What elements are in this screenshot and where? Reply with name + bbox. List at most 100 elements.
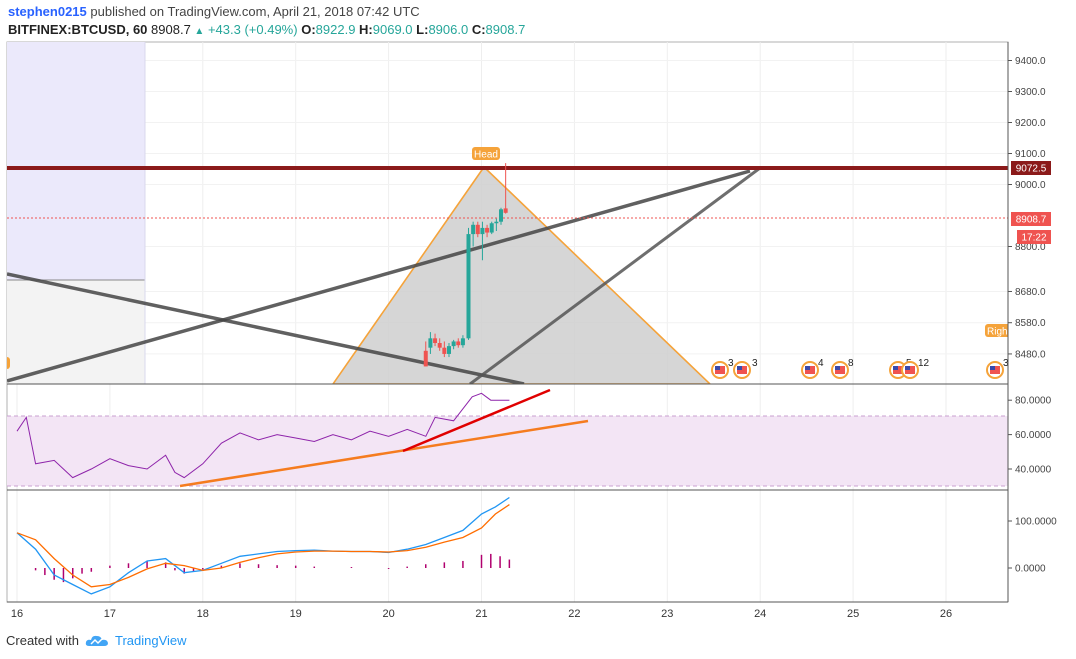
y-tick-label: 8480.0 <box>1015 349 1046 360</box>
close-value: 8908.7 <box>485 22 526 37</box>
x-tick-label: 20 <box>382 608 394 620</box>
rsi-support-trendline[interactable] <box>179 419 589 488</box>
candle-body <box>433 338 438 344</box>
candle-body <box>489 223 494 233</box>
event-flag-canton <box>805 366 810 370</box>
candle-body <box>471 224 476 235</box>
tradingview-cloud-icon <box>85 635 108 646</box>
candle-body <box>442 347 447 354</box>
low-value: 8906.0 <box>428 22 469 37</box>
created-with-text: Created with <box>6 633 79 648</box>
right-label: Righ <box>987 327 1008 338</box>
candle-body <box>451 341 456 347</box>
event-count: 3 <box>728 358 734 369</box>
macd-tick-label: 100.0000 <box>1015 517 1057 528</box>
x-axis-labels: 16 17 18 19 20 21 22 23 24 25 26 <box>11 608 952 620</box>
candle-body <box>446 346 451 354</box>
x-tick-label: 21 <box>475 608 487 620</box>
y-tick-label: 9400.0 <box>1015 56 1046 67</box>
range-zone <box>7 280 145 384</box>
open-value: 8922.9 <box>315 22 356 37</box>
candle-body <box>437 343 442 348</box>
macd-tick-label: 0.0000 <box>1015 564 1046 575</box>
steep-trendline[interactable] <box>469 166 761 384</box>
candle-body <box>499 209 504 222</box>
right-label-box[interactable] <box>985 324 1015 337</box>
rsi-pane[interactable] <box>7 388 1008 488</box>
ascending-trendline[interactable] <box>7 169 751 383</box>
candles <box>423 163 508 367</box>
high-label: H: <box>359 22 373 37</box>
price-pane[interactable]: Head Righ 334851234 <box>0 42 1015 384</box>
high-value: 9069.0 <box>372 22 413 37</box>
y-axis-labels: 9400.0 9300.0 9200.0 9100.0 9000.0 8800.0 8680… <box>1008 56 1057 575</box>
rsi-band <box>7 416 1008 486</box>
signal-line <box>16 504 510 588</box>
y-tick-label: 9200.0 <box>1015 118 1046 129</box>
event-flag-canton <box>737 366 742 370</box>
candle-body <box>456 341 461 346</box>
candle-body <box>494 221 499 224</box>
x-tick-label: 26 <box>940 608 952 620</box>
x-tick-label: 22 <box>568 608 580 620</box>
publish-text: published on TradingView.com, April 21, … <box>86 4 420 19</box>
resistance-badge-text: 9072.5 <box>1016 164 1047 175</box>
event-flag-canton <box>835 366 840 370</box>
candle-body <box>503 208 508 213</box>
y-tick-label: 8580.0 <box>1015 318 1046 329</box>
head-pattern[interactable] <box>332 165 712 384</box>
event-count: 8 <box>848 358 854 369</box>
rsi-line <box>16 392 510 479</box>
y-tick-label: 9000.0 <box>1015 180 1046 191</box>
x-tick-label: 17 <box>104 608 116 620</box>
price-change: +43.3 (+0.49%) <box>207 22 298 37</box>
last-price-badge <box>1011 212 1051 226</box>
event-flag-canton <box>905 366 910 370</box>
y-tick-label: 9300.0 <box>1015 87 1046 98</box>
resistance-badge <box>1011 161 1051 175</box>
highlight-zone <box>7 42 145 280</box>
macd-pane[interactable] <box>16 496 511 595</box>
countdown-badge-text: 17:22 <box>1021 233 1046 244</box>
countdown-badge <box>1017 230 1051 244</box>
event-count: 34 <box>1003 358 1015 369</box>
symbol-label: BITFINEX:BTCUSD, 60 <box>8 22 148 37</box>
event-count: 4 <box>818 358 824 369</box>
x-tick-label: 19 <box>290 608 302 620</box>
left-label-box <box>7 357 10 369</box>
ohlc-line: BITFINEX:BTCUSD, 60 8908.7 ▲ +43.3 (+0.4… <box>8 22 525 37</box>
candle-body <box>485 227 490 233</box>
last-price-badge-text: 8908.7 <box>1016 215 1047 226</box>
candle-body <box>466 234 471 339</box>
footer: Created with TradingView <box>6 633 187 648</box>
event-flag-canton <box>893 366 898 370</box>
x-tick-label: 25 <box>847 608 859 620</box>
event-markers[interactable]: 334851234 <box>711 358 1015 379</box>
y-tick-label: 8800.0 <box>1015 242 1046 253</box>
rsi-tick-label: 80.0000 <box>1015 396 1052 407</box>
head-label-box[interactable] <box>472 147 500 160</box>
candle-body <box>428 338 433 348</box>
tradingview-link[interactable]: TradingView <box>114 633 187 648</box>
rsi-tick-label: 40.0000 <box>1015 465 1052 476</box>
candle-body <box>480 227 485 235</box>
y-tick-label: 8680.0 <box>1015 287 1046 298</box>
macd-line <box>16 496 510 595</box>
author-link[interactable]: stephen0215 <box>8 4 87 19</box>
low-label: L: <box>416 22 429 37</box>
last-price: 8908.7 <box>151 22 191 37</box>
event-count: 12 <box>918 358 930 369</box>
candle-body <box>475 224 480 235</box>
candle-body <box>460 338 465 346</box>
rsi-tick-label: 60.0000 <box>1015 430 1052 441</box>
rsi-divergence-trendline[interactable] <box>402 388 551 453</box>
open-label: O: <box>301 22 316 37</box>
x-tick-label: 24 <box>754 608 766 620</box>
candle-body <box>423 350 428 367</box>
macd-histogram <box>34 553 511 583</box>
event-flag-canton <box>990 366 995 370</box>
head-label: Head <box>474 150 498 161</box>
event-flag-canton <box>715 366 720 370</box>
descending-trendline[interactable] <box>7 272 525 384</box>
